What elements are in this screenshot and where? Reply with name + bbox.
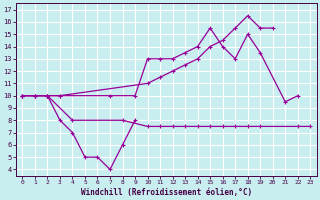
X-axis label: Windchill (Refroidissement éolien,°C): Windchill (Refroidissement éolien,°C) bbox=[81, 188, 252, 197]
